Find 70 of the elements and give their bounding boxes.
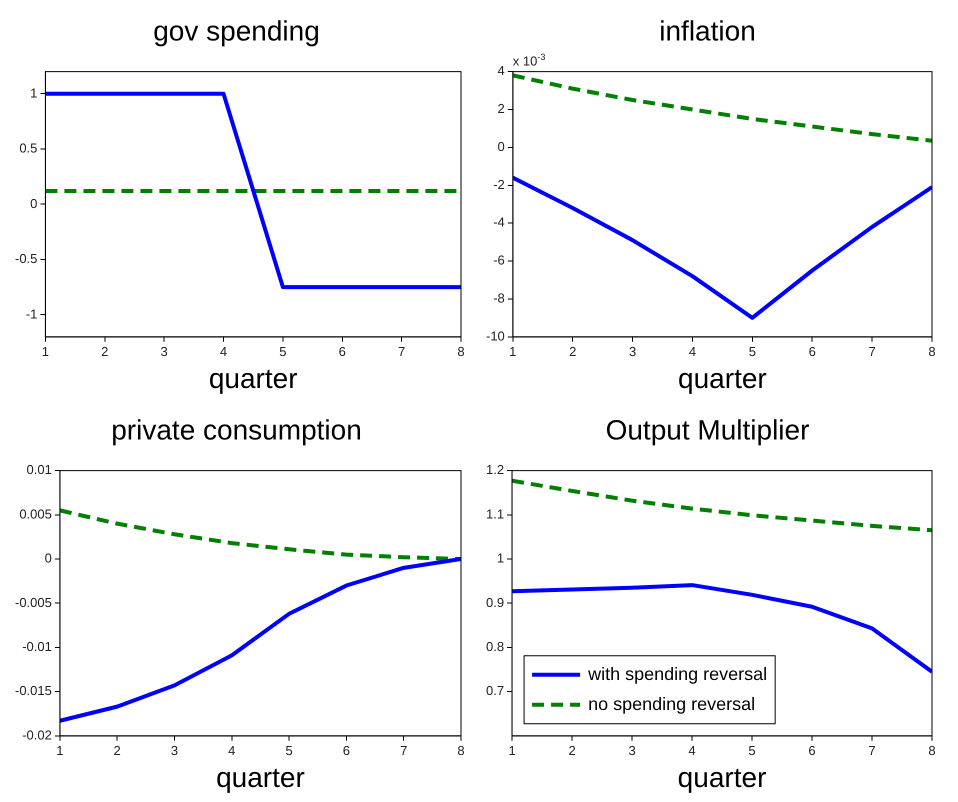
x-tick-label: 6 xyxy=(808,743,816,758)
x-tick-label: 7 xyxy=(868,743,876,758)
y-tick-label: -0.015 xyxy=(14,683,52,698)
x-tick-label: 3 xyxy=(628,743,636,758)
y-tick-label: 0 xyxy=(30,196,38,211)
y-tick-label: 2 xyxy=(498,101,505,116)
y-tick-label: 1.1 xyxy=(486,506,504,522)
x-tick-label: 2 xyxy=(114,743,121,758)
y-tick-label: -8 xyxy=(493,290,505,306)
x-tick-label: 5 xyxy=(279,344,287,360)
x-tick-label: 3 xyxy=(628,344,636,360)
y-tick-label: 1 xyxy=(30,85,38,100)
x-tick-label: 2 xyxy=(101,344,108,360)
chart-title: private consumption xyxy=(111,414,362,446)
line-series xyxy=(512,73,932,143)
x-tick-label: 1 xyxy=(509,344,516,360)
chart-title: Output Multiplier xyxy=(606,414,810,446)
x-tick-label: 6 xyxy=(338,344,346,360)
x-tick-label: 6 xyxy=(342,743,350,758)
x-tick-label: 2 xyxy=(568,743,576,758)
x-tick-label: 1 xyxy=(508,743,516,758)
x-tick-label: 8 xyxy=(928,743,936,758)
y-tick-label: 0.005 xyxy=(19,506,52,522)
x-tick-label: 8 xyxy=(457,743,465,758)
legend-label: with spending reversal xyxy=(587,664,768,684)
x-tick-label: 5 xyxy=(748,743,756,758)
y-tick-label: 4 xyxy=(498,63,505,78)
y-tick-label: -6 xyxy=(493,252,505,268)
x-tick-label: 4 xyxy=(688,344,696,360)
y-tick-label: -0.02 xyxy=(22,727,52,742)
y-tick-label: 0 xyxy=(498,138,505,154)
x-tick-label: 4 xyxy=(220,344,228,360)
x-tick-label: 6 xyxy=(808,344,816,360)
x-tick-label: 4 xyxy=(228,743,236,758)
y-tick-label: 0.01 xyxy=(26,462,52,478)
y-tick-label: 1.2 xyxy=(486,462,504,478)
line-series xyxy=(512,478,932,532)
y-tick-label: 0.7 xyxy=(486,683,504,698)
x-tick-label: 3 xyxy=(160,344,168,360)
x-tick-label: 8 xyxy=(457,344,465,360)
y-tick-label: -4 xyxy=(493,214,505,230)
x-tick-label: 2 xyxy=(569,344,576,360)
x-axis-title: quarter xyxy=(678,362,767,394)
x-tick-label: 7 xyxy=(398,344,406,360)
x-axis-title: quarter xyxy=(678,762,766,793)
chart-title: inflation xyxy=(659,16,756,47)
x-tick-label: 8 xyxy=(928,344,936,360)
y-tick-label: 1 xyxy=(496,550,504,566)
y-tick-label: -0.01 xyxy=(22,638,52,654)
legend-label: no spending reversal xyxy=(588,694,756,714)
y-tick-label: 0.8 xyxy=(486,638,504,654)
x-tick-label: 1 xyxy=(56,743,64,758)
x-tick-label: 5 xyxy=(748,344,756,360)
y-tick-label: 0 xyxy=(44,550,52,566)
y-tick-label: -2 xyxy=(493,176,505,192)
y-tick-label: 0.9 xyxy=(486,594,504,610)
y-tick-label: 0.5 xyxy=(19,140,38,156)
x-tick-label: 4 xyxy=(688,743,696,758)
y-tick-label: -10 xyxy=(486,328,505,344)
x-tick-label: 3 xyxy=(170,743,178,758)
y-tick-label: -0.005 xyxy=(14,594,52,610)
y-tick-label: -1 xyxy=(26,306,38,322)
chart-title: gov spending xyxy=(153,16,320,47)
x-axis-title: quarter xyxy=(208,362,298,394)
x-tick-label: 5 xyxy=(285,743,293,758)
x-tick-label: 7 xyxy=(868,344,876,360)
x-axis-title: quarter xyxy=(216,762,305,793)
line-series xyxy=(60,508,461,561)
y-tick-label: -0.5 xyxy=(14,251,38,266)
x-tick-label: 7 xyxy=(400,743,408,758)
